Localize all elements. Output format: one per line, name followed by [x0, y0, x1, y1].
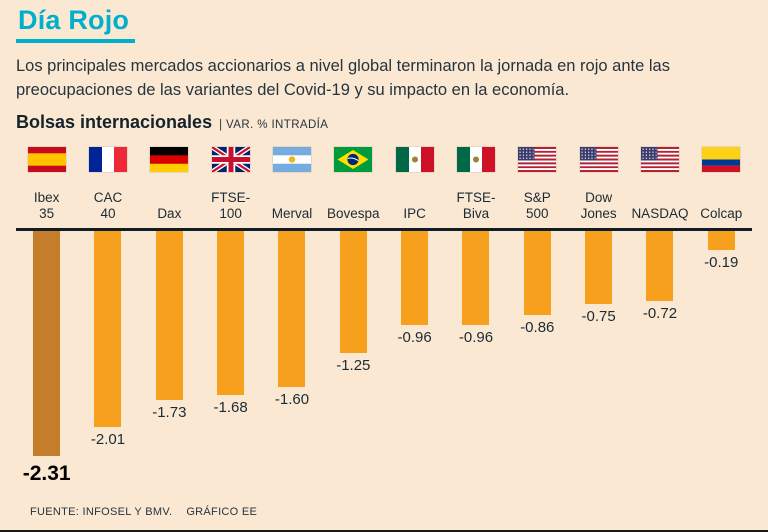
chart-title: Bolsas internacionales [16, 112, 213, 133]
market-label: Dow Jones [580, 190, 617, 221]
market-label: Colcap [700, 205, 743, 221]
bar [339, 231, 367, 354]
bar-zone: -0.96 [445, 228, 507, 347]
bar-value: -0.86 [520, 319, 555, 337]
bar-zone: -0.19 [690, 228, 752, 272]
chart-column: Dow Jones -0.75 [567, 147, 630, 486]
market-label: Merval [271, 205, 313, 221]
bar-zone: -2.01 [77, 228, 139, 449]
credit-text: GRÁFICO EE [186, 506, 258, 518]
bar-zone: -0.96 [383, 228, 446, 347]
bar [646, 231, 674, 302]
flag-uk-icon [211, 147, 250, 173]
bar-zone: -1.25 [322, 228, 384, 375]
chart-column: Dax -1.73 [138, 147, 200, 486]
bar-zone: -0.86 [506, 228, 568, 337]
flag-germany-icon [150, 147, 189, 173]
chart-column: Merval -1.60 [261, 147, 323, 486]
bar [217, 231, 245, 396]
flag-usa-icon [518, 147, 557, 173]
chart-column: Ibex 35 -2.31 [16, 147, 78, 486]
flag-spain-icon [27, 147, 66, 173]
bar [33, 231, 61, 457]
chart-column: Bovespa -1.25 [322, 147, 384, 486]
bar-value: -2.31 [22, 462, 71, 486]
bar-value: -0.96 [397, 329, 432, 347]
chart-subtitle: | VAR. % INTRADÍA [219, 119, 329, 132]
page-title: Día Rojo [16, 6, 136, 44]
bar-zone: -0.72 [629, 228, 691, 323]
bar-zone: -0.75 [567, 228, 630, 326]
bar [585, 231, 613, 305]
bar-zone: -1.68 [199, 228, 262, 417]
bar-value: -0.75 [581, 308, 616, 326]
market-label: FTSE- Biva [456, 190, 496, 221]
market-label: NASDAQ [631, 205, 689, 221]
market-label: CAC 40 [93, 190, 123, 221]
bar-value: -1.68 [213, 399, 248, 417]
flag-brazil-icon [334, 147, 373, 173]
flag-usa-icon [579, 147, 618, 173]
market-label: IPC [403, 205, 426, 221]
source-line: FUENTE: INFOSEL Y BMV. GRÁFICO EE [30, 506, 257, 518]
bar-value: -0.72 [642, 305, 678, 323]
market-label: Ibex 35 [33, 190, 60, 221]
bar-value: -1.60 [274, 391, 310, 409]
market-label: S&P 500 [523, 190, 551, 221]
bar-zone: -2.31 [16, 228, 78, 486]
source-text: FUENTE: INFOSEL Y BMV. [30, 506, 173, 518]
market-label: FTSE- 100 [211, 190, 251, 221]
chart-column: IPC -0.96 [383, 147, 446, 486]
flag-usa-icon [640, 147, 679, 173]
bar-value: -2.01 [90, 431, 126, 449]
chart-header: Bolsas internacionales | VAR. % INTRADÍA [16, 112, 752, 133]
infographic: Día Rojo Los principales mercados accion… [16, 6, 752, 486]
bar-value: -0.96 [458, 329, 494, 347]
chart-column: CAC 40 -2.01 [77, 147, 139, 486]
chart-column: NASDAQ -0.72 [629, 147, 691, 486]
flag-france-icon [88, 147, 127, 173]
flag-mexico-icon [395, 147, 434, 173]
bar [155, 231, 183, 401]
bar-chart: Ibex 35 -2.31 CAC 40 -2.01 Dax -1.73 FTSE- 100… [16, 147, 752, 486]
bar [401, 231, 429, 326]
chart-column: FTSE- 100 -1.68 [199, 147, 262, 486]
bar-zone: -1.60 [261, 228, 323, 409]
chart-column: Colcap -0.19 [690, 147, 752, 486]
bar [523, 231, 551, 316]
flag-colombia-icon [702, 147, 741, 173]
bar [462, 231, 490, 326]
bar [94, 231, 122, 428]
market-label: Dax [157, 205, 182, 221]
bar [278, 231, 306, 388]
intro-text: Los principales mercados accionarios a n… [16, 57, 670, 99]
flag-argentina-icon [272, 147, 311, 173]
bar [707, 231, 735, 251]
bar-value: -1.25 [336, 357, 371, 375]
bar-value: -0.19 [704, 254, 739, 272]
chart-column: FTSE- Biva -0.96 [445, 147, 507, 486]
bar-zone: -1.73 [138, 228, 200, 422]
chart-column: S&P 500 -0.86 [506, 147, 568, 486]
market-label: Bovespa [327, 205, 380, 221]
flag-mexico-icon [456, 147, 495, 173]
bar-value: -1.73 [152, 404, 187, 422]
